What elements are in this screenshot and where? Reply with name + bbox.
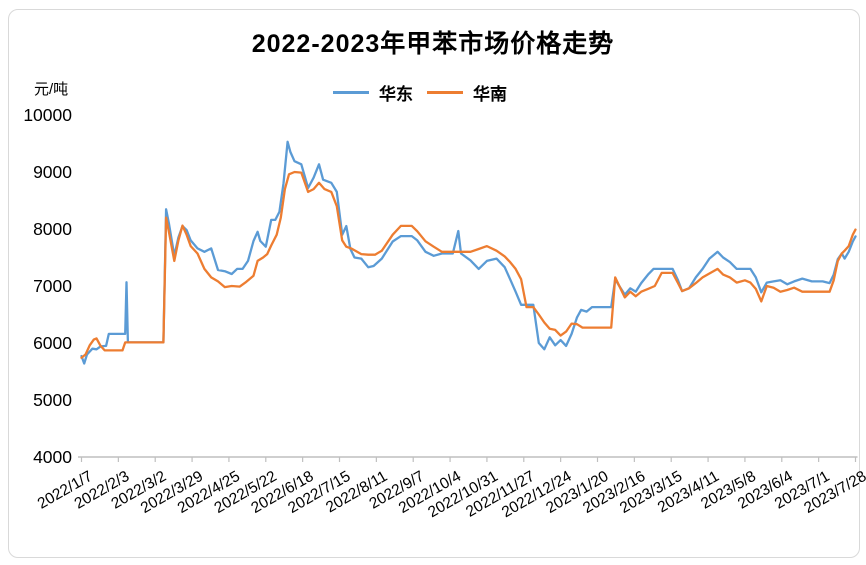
legend-line-south-china [427,91,463,94]
series-line-south-china [80,170,857,359]
y-axis-tick-label: 8000 [33,219,72,239]
legend-item-south-china: 华南 [427,80,507,105]
y-axis-tick-label: 9000 [33,162,72,182]
y-axis-tick-label: 10000 [23,105,72,125]
y-axis-unit-label: 元/吨 [34,81,69,98]
y-axis-tick-label: 6000 [33,333,72,353]
series-line-east-china [80,140,857,365]
legend-line-east-china [333,91,369,94]
y-axis-tick-label: 5000 [33,390,72,410]
legend-label-south-china: 华南 [473,85,507,104]
legend-item-east-china: 华东 [333,80,413,105]
y-axis-tick-label: 4000 [33,447,72,467]
chart-title: 2022-2023年甲苯市场价格走势 [251,30,615,58]
legend: 华东 华南 [0,80,840,105]
y-axis-tick-label: 7000 [33,276,72,296]
legend-label-east-china: 华东 [379,85,413,104]
